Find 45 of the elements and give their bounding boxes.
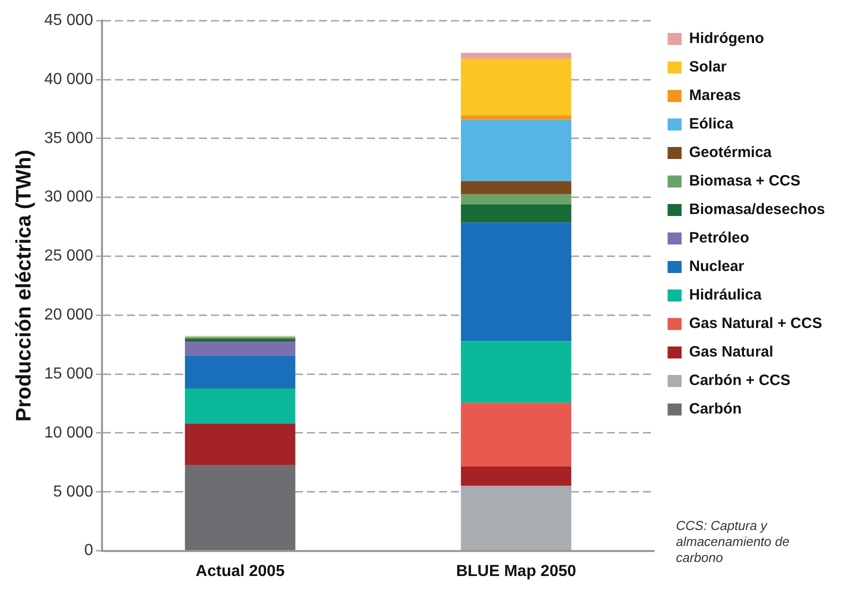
bar xyxy=(460,58,572,116)
legend-label: Carbón xyxy=(689,400,742,418)
x-tick-label: BLUE Map 2050 xyxy=(456,562,576,580)
y-tick-label: 15 000 xyxy=(44,365,94,382)
legend-label: Biomasa/desechos xyxy=(689,201,826,218)
legend-label: Biomasa + CCS xyxy=(689,172,800,190)
legend-label: Eólica xyxy=(689,116,734,133)
y-tick-label: 35 000 xyxy=(44,130,94,147)
legend-label: Hidrógeno xyxy=(689,30,764,48)
legend-label: Hidráulica xyxy=(689,286,762,304)
bar xyxy=(460,115,572,120)
legend-label: Geotérmica xyxy=(689,144,772,162)
bar xyxy=(184,388,296,424)
y-axis-title: Producción eléctrica (TWh) xyxy=(12,150,36,422)
y-tick-label: 25 000 xyxy=(44,248,94,265)
bar xyxy=(460,120,572,182)
y-tick-label: 5 000 xyxy=(53,483,94,500)
legend-label: Gas Natural + CCS xyxy=(689,315,822,332)
bar xyxy=(460,341,572,403)
y-tick-label: 0 xyxy=(84,542,94,560)
bar xyxy=(460,194,572,204)
legend-label: Nuclear xyxy=(689,258,744,276)
y-tick-label: 10 000 xyxy=(44,424,94,442)
bar xyxy=(184,338,296,342)
bar xyxy=(184,424,296,466)
bar xyxy=(184,356,296,389)
y-tick-label: 45 000 xyxy=(44,12,94,30)
legend-label: Gas Natural xyxy=(689,344,774,361)
legend-label: Petróleo xyxy=(689,230,750,247)
bar xyxy=(460,402,572,466)
legend-label: Solar xyxy=(689,58,727,76)
legend-label: Mareas xyxy=(689,87,741,104)
y-tick-label: 30 000 xyxy=(44,188,94,206)
y-tick-label: 20 000 xyxy=(44,306,94,324)
text: CCS: Captura y almacenamiento de carbono xyxy=(676,518,790,566)
x-tick-label: Actual 2005 xyxy=(196,562,285,580)
bar xyxy=(460,466,572,486)
bar xyxy=(460,222,572,342)
bar xyxy=(184,342,296,356)
bar xyxy=(460,181,572,194)
y-tick-label: 40 000 xyxy=(44,70,94,88)
bar xyxy=(184,465,296,550)
legend-label: Carbón + CCS xyxy=(689,372,790,390)
bar xyxy=(460,52,572,59)
bar xyxy=(460,204,572,223)
